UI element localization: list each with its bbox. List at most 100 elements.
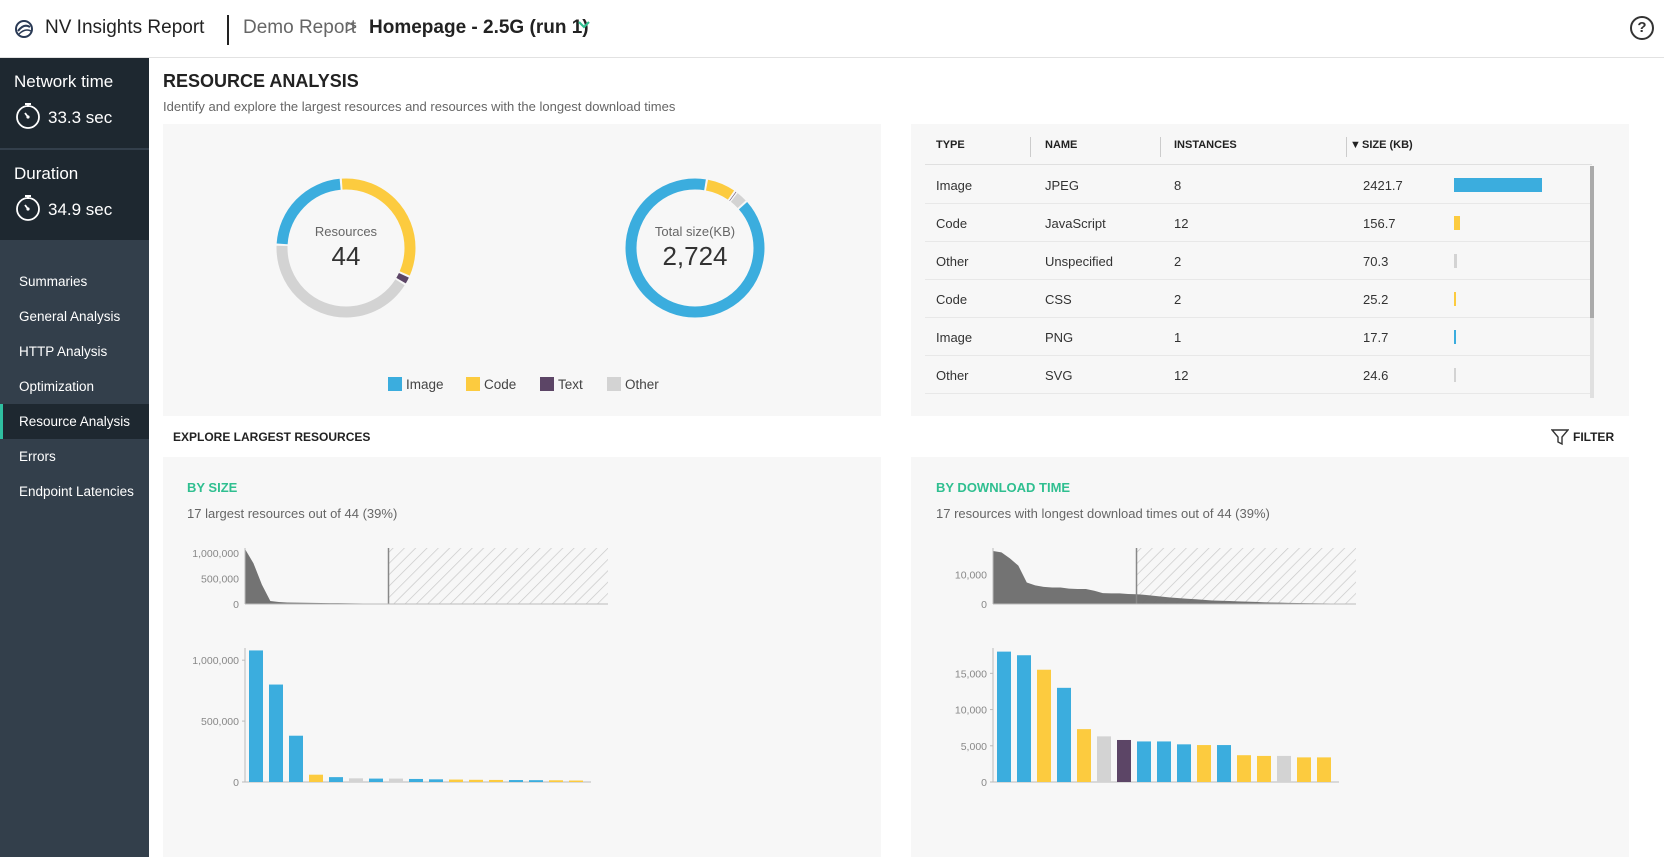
legend-item-other[interactable]: Other bbox=[607, 377, 659, 392]
top-header: NV Insights Report Demo Report > Homepag… bbox=[0, 0, 1664, 58]
size-bar bbox=[1454, 368, 1456, 382]
resource-bar bbox=[489, 779, 503, 782]
resource-bar bbox=[997, 651, 1011, 782]
cell-name: PNG bbox=[1045, 330, 1074, 345]
header-divider bbox=[227, 15, 229, 45]
nv-logo-icon bbox=[15, 20, 33, 38]
donut-segment-image bbox=[625, 178, 765, 318]
donut-segment-other bbox=[276, 178, 416, 318]
legend-item-text[interactable]: Text bbox=[540, 377, 583, 392]
column-header-instances[interactable]: INSTANCES bbox=[1174, 139, 1237, 151]
resource-bar bbox=[549, 780, 563, 782]
resource-bar bbox=[1037, 669, 1051, 782]
by-size-overview-chart[interactable]: 1,000,000 500,000 0 bbox=[163, 540, 623, 615]
total-size-donut-label: Total size(KB) bbox=[654, 224, 736, 239]
cell-instances: 2 bbox=[1174, 292, 1182, 307]
sidebar: Network time 33.3 sec Duration 34.9 sec … bbox=[0, 58, 149, 857]
resource-bar bbox=[449, 779, 463, 782]
sidebar-item-general-analysis[interactable]: General Analysis bbox=[19, 309, 121, 324]
donut-segment-code bbox=[276, 178, 416, 318]
by-size-subtitle: 17 largest resources out of 44 (39%) bbox=[187, 506, 398, 521]
table-row[interactable]: Image JPEG 8 2421.7 bbox=[925, 166, 1592, 204]
legend-item-image[interactable]: Image bbox=[388, 377, 444, 392]
resources-donut-chart bbox=[276, 178, 416, 318]
table-row[interactable]: Code CSS 2 25.2 bbox=[925, 280, 1592, 318]
breadcrumb-separator: > bbox=[346, 17, 358, 38]
sort-desc-icon[interactable]: ▼ bbox=[1350, 139, 1361, 151]
resource-bar bbox=[1217, 745, 1231, 782]
legend-label: Code bbox=[484, 377, 517, 392]
table-header-divider bbox=[925, 164, 1592, 165]
cell-instances: 12 bbox=[1174, 368, 1189, 383]
breadcrumb-current[interactable]: Homepage - 2.5G (run 1) bbox=[369, 17, 589, 38]
cell-type: Image bbox=[936, 330, 973, 345]
table-row[interactable]: Other Unspecified 2 70.3 bbox=[925, 242, 1592, 280]
sidebar-item-endpoint-latencies[interactable]: Endpoint Latencies bbox=[19, 484, 134, 499]
resource-bar bbox=[469, 779, 483, 782]
size-bar bbox=[1454, 254, 1457, 268]
resource-bar bbox=[1057, 687, 1071, 782]
sidebar-item-errors[interactable]: Errors bbox=[19, 449, 56, 464]
help-icon[interactable]: ? bbox=[1630, 16, 1654, 40]
by-download-subtitle: 17 resources with longest download times… bbox=[936, 506, 1270, 521]
resource-bar bbox=[1157, 741, 1171, 782]
cell-type: Code bbox=[936, 292, 968, 307]
by-download-overview-chart[interactable]: 10,000 0 bbox=[911, 540, 1371, 615]
legend-item-code[interactable]: Code bbox=[466, 377, 516, 392]
column-header-size[interactable]: SIZE (KB) bbox=[1362, 139, 1413, 151]
by-size-bar-chart[interactable]: 1,000,000 500,000 0 bbox=[163, 640, 623, 800]
legend-label: Image bbox=[406, 377, 444, 392]
breadcrumb-parent[interactable]: Demo Report bbox=[243, 17, 356, 38]
table-row[interactable]: Image PNG 1 17.7 bbox=[925, 318, 1592, 356]
column-divider bbox=[1030, 137, 1031, 157]
total-size-donut-chart bbox=[625, 178, 765, 318]
filter-button[interactable]: FILTER bbox=[1550, 428, 1615, 446]
resource-bar bbox=[289, 735, 303, 782]
cell-size: 17.7 bbox=[1363, 330, 1389, 345]
bar-chart-y-tick-label: 0 bbox=[981, 777, 987, 789]
explore-section-title: EXPLORE LARGEST RESOURCES bbox=[173, 430, 371, 444]
cell-size: 24.6 bbox=[1363, 368, 1389, 383]
stopwatch-icon bbox=[16, 103, 40, 129]
cell-name: Unspecified bbox=[1045, 254, 1113, 269]
by-size-panel bbox=[163, 457, 881, 857]
overview-y-tick-label: 10,000 bbox=[955, 570, 987, 582]
table-row[interactable]: Other SVG 12 24.6 bbox=[925, 356, 1592, 394]
resource-bar bbox=[1137, 741, 1151, 782]
chevron-down-icon[interactable] bbox=[578, 20, 590, 30]
overview-unselected-region bbox=[388, 548, 608, 604]
sidebar-item-resource-analysis[interactable]: Resource Analysis bbox=[0, 404, 149, 439]
table-scrollbar-thumb[interactable] bbox=[1590, 166, 1594, 318]
by-download-bar-chart[interactable]: 15,000 10,000 5,000 0 bbox=[911, 640, 1371, 800]
app-title: NV Insights Report bbox=[45, 17, 205, 38]
cell-size: 156.7 bbox=[1363, 216, 1396, 231]
legend-swatch bbox=[388, 377, 402, 391]
overview-y-tick-label: 1,000,000 bbox=[192, 548, 239, 560]
size-bar bbox=[1454, 292, 1456, 306]
resource-bar bbox=[269, 684, 283, 782]
bar-chart-y-tick-label: 500,000 bbox=[201, 716, 239, 728]
resource-bar bbox=[569, 780, 583, 782]
resource-bar bbox=[1237, 755, 1251, 782]
column-header-type[interactable]: TYPE bbox=[936, 139, 965, 151]
sidebar-item-summaries[interactable]: Summaries bbox=[19, 274, 88, 289]
by-download-title: BY DOWNLOAD TIME bbox=[936, 480, 1071, 495]
resource-bar bbox=[429, 779, 443, 782]
resource-bar bbox=[1257, 755, 1271, 782]
overview-y-tick-label: 0 bbox=[981, 599, 987, 611]
sidebar-item-http-analysis[interactable]: HTTP Analysis bbox=[19, 344, 108, 359]
sidebar-item-optimization[interactable]: Optimization bbox=[19, 379, 95, 394]
table-row[interactable]: Code JavaScript 12 156.7 bbox=[925, 204, 1592, 242]
page-title: RESOURCE ANALYSIS bbox=[163, 71, 359, 91]
cell-name: SVG bbox=[1045, 368, 1073, 383]
resource-bar bbox=[1117, 739, 1131, 782]
resource-bar bbox=[369, 778, 383, 782]
column-header-name[interactable]: NAME bbox=[1045, 139, 1078, 151]
filter-label: FILTER bbox=[1573, 430, 1615, 444]
resource-bar bbox=[329, 777, 343, 782]
legend-label: Other bbox=[625, 377, 659, 392]
cell-instances: 2 bbox=[1174, 254, 1182, 269]
overview-y-tick-label: 0 bbox=[233, 599, 239, 611]
resource-bar bbox=[1097, 736, 1111, 782]
overview-y-tick-label: 500,000 bbox=[201, 574, 239, 586]
